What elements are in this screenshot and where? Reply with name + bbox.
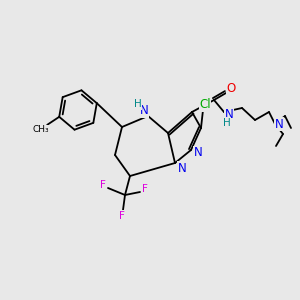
Text: N: N: [140, 104, 148, 118]
Text: N: N: [194, 146, 202, 160]
Text: N: N: [274, 118, 284, 130]
Text: F: F: [119, 211, 125, 221]
Text: O: O: [226, 82, 236, 95]
Text: F: F: [100, 180, 106, 190]
Text: N: N: [178, 161, 186, 175]
Text: F: F: [142, 184, 148, 194]
Text: H: H: [134, 99, 142, 109]
Text: N: N: [225, 109, 233, 122]
Text: Cl: Cl: [199, 98, 211, 112]
Text: CH₃: CH₃: [33, 125, 50, 134]
Text: H: H: [223, 118, 231, 128]
